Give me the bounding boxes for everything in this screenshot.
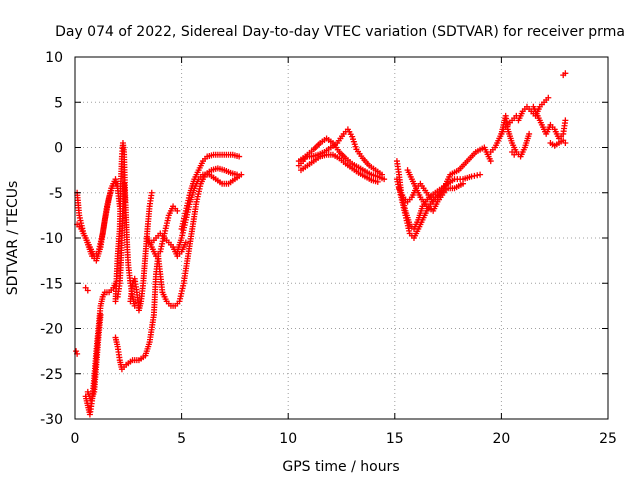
data-point: [526, 130, 533, 137]
x-tick-label: 5: [177, 431, 186, 447]
y-tick-label: -10: [40, 231, 63, 247]
data-point: [379, 171, 386, 178]
data-point: [182, 239, 189, 246]
data-point: [122, 198, 129, 205]
y-axis-label: SDTVAR / TECUs: [5, 181, 21, 296]
data-point: [477, 171, 484, 178]
data-point: [174, 207, 181, 214]
data-points: [73, 70, 569, 418]
y-tick-label: 5: [54, 95, 63, 111]
x-tick-label: 10: [279, 431, 297, 447]
y-tick-label: -30: [40, 412, 63, 428]
grid-lines: [75, 57, 608, 419]
x-tick-label: 0: [71, 431, 80, 447]
data-point: [562, 70, 569, 77]
data-point: [460, 180, 467, 187]
x-tick-label: 15: [386, 431, 404, 447]
data-point: [381, 176, 388, 183]
chart-title: Day 074 of 2022, Sidereal Day-to-day VTE…: [55, 24, 625, 40]
y-tick-label: -5: [49, 186, 63, 202]
x-tick-label: 20: [492, 431, 510, 447]
y-tick-label: -20: [40, 322, 63, 338]
y-tick-label: 0: [54, 141, 63, 157]
data-point: [487, 158, 494, 165]
data-point: [545, 94, 552, 101]
axis-ticks: 0 5 10 15 20 25 -30 -25 -20 -15 -10 -5 0 5 10: [40, 50, 617, 447]
data-point: [374, 178, 381, 185]
data-point: [236, 153, 243, 160]
data-point: [84, 287, 91, 294]
data-point: [238, 171, 245, 178]
data-point: [511, 151, 518, 158]
x-axis-label: GPS time / hours: [282, 459, 399, 475]
y-tick-label: 10: [45, 50, 63, 66]
data-point: [562, 117, 569, 124]
data-point: [440, 189, 447, 196]
data-point: [148, 189, 155, 196]
x-tick-label: 25: [599, 431, 617, 447]
data-point: [562, 139, 569, 146]
data-point: [73, 348, 80, 355]
y-tick-label: -15: [40, 276, 63, 292]
data-point: [97, 311, 104, 318]
y-tick-label: -25: [40, 367, 63, 383]
